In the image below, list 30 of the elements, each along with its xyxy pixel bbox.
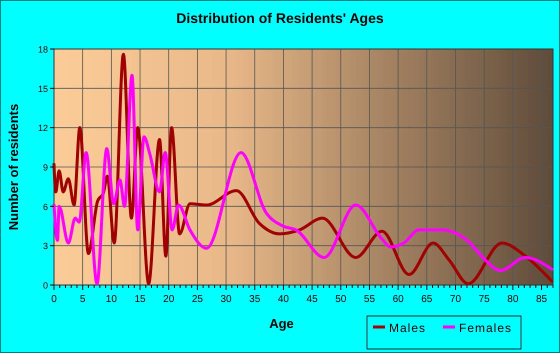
x-tick-label: 60: [392, 294, 404, 305]
legend-label: Females: [459, 321, 512, 335]
chart-title: Distribution of Residents' Ages: [176, 10, 384, 26]
x-tick-label: 75: [478, 294, 490, 305]
y-tick-label: 9: [42, 162, 48, 172]
y-tick-label: 0: [42, 280, 48, 290]
x-tick-label: 40: [278, 294, 290, 305]
x-tick-label: 70: [450, 294, 462, 305]
x-tick-label: 0: [51, 294, 58, 305]
x-tick-label: 15: [134, 294, 146, 305]
x-tick-label: 25: [192, 294, 204, 305]
x-tick-label: 55: [364, 294, 376, 305]
x-tick-label: 10: [106, 294, 118, 305]
x-tick-label: 80: [507, 294, 519, 305]
y-tick-label: 3: [42, 241, 48, 252]
x-tick-label: 45: [306, 294, 318, 305]
x-tick-label: 5: [80, 294, 86, 305]
x-tick-label: 35: [249, 294, 261, 305]
legend-label: Males: [389, 321, 426, 335]
y-tick-label: 6: [42, 202, 48, 212]
x-axis-title: Age: [269, 316, 294, 331]
y-tick-label: 18: [38, 44, 48, 54]
x-tick-label: 65: [421, 294, 433, 305]
y-tick-label: 15: [38, 84, 48, 94]
x-tick-label: 30: [220, 294, 232, 305]
x-tick-label: 85: [536, 294, 548, 305]
y-axis-title: Number of residents: [6, 104, 21, 230]
x-tick-label: 50: [335, 294, 347, 305]
y-tick-label: 12: [38, 123, 48, 134]
x-tick-label: 20: [163, 294, 175, 305]
